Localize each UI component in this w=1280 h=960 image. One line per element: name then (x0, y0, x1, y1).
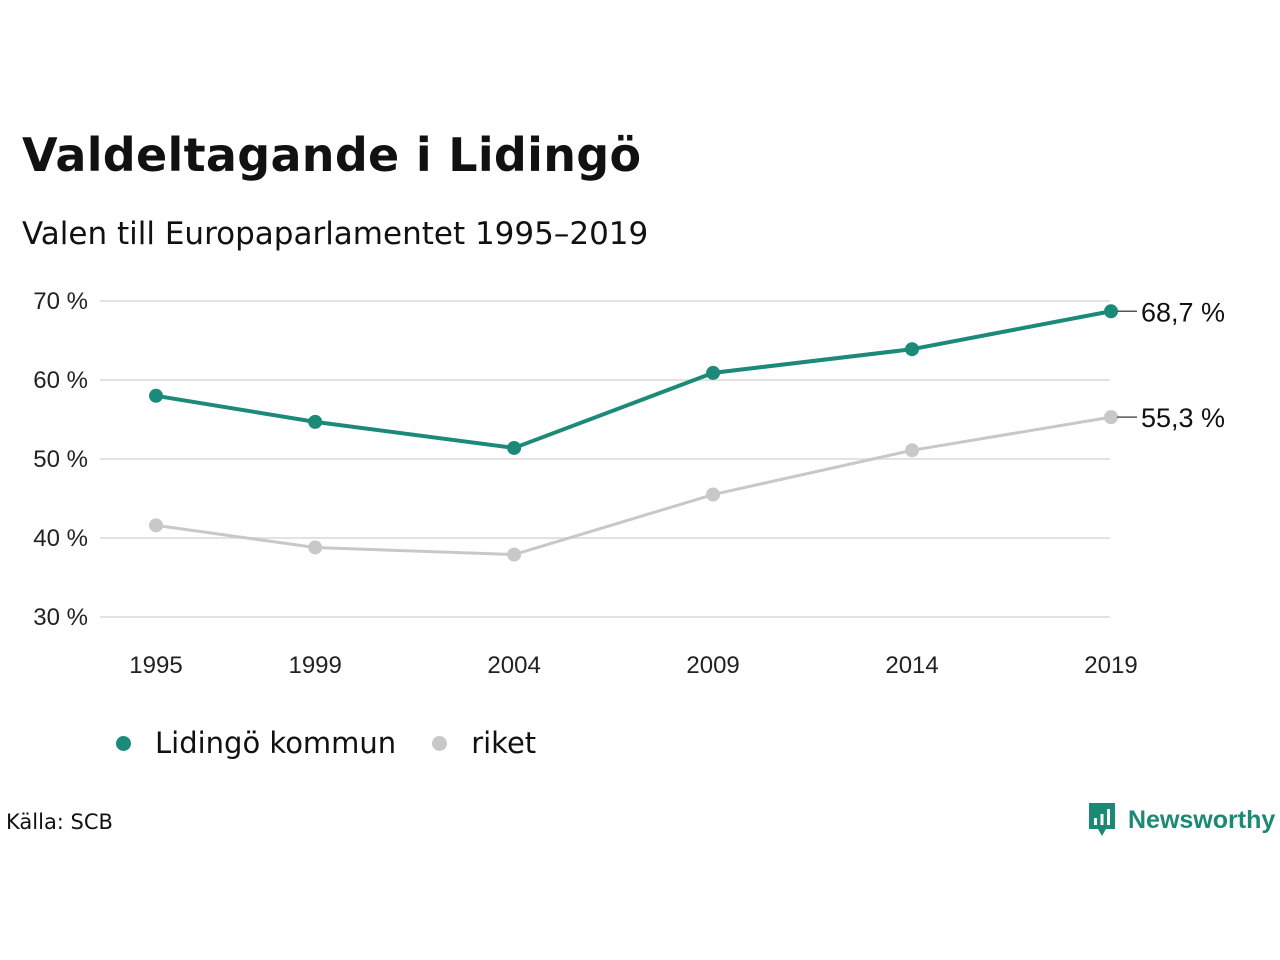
series-line-lidingo (154, 309, 1113, 450)
y-tick-label: 50 % (33, 446, 88, 473)
x-tick-label: 1995 (129, 652, 182, 679)
y-tick-label: 70 % (33, 288, 88, 315)
series-line-riket (154, 415, 1113, 557)
legend-marker-icon (116, 735, 131, 751)
data-point-lidingo[interactable] (905, 342, 920, 357)
data-point-riket[interactable] (149, 518, 163, 533)
legend-item-lidingo[interactable]: Lidingö kommun (116, 726, 396, 760)
brand-logo: Newsworthy (1088, 802, 1275, 838)
legend-label: riket (471, 726, 537, 760)
x-tick-label: 2019 (1084, 652, 1137, 679)
y-tick-label: 30 % (33, 604, 88, 631)
data-point-lidingo[interactable] (149, 388, 163, 403)
x-tick-label: 2014 (885, 652, 938, 679)
data-point-lidingo[interactable] (1104, 304, 1118, 319)
end-label: 68,7 % (1141, 297, 1225, 327)
line-chart: 30 % 40 % 50 % 60 % 70 % 1995 1999 2004 2009 201… (33, 288, 1225, 679)
brand-name: Newsworthy (1128, 805, 1276, 834)
x-tick-label: 2009 (686, 652, 739, 679)
chart-title: Valdeltagande i Lidingö (22, 128, 642, 182)
data-point-riket[interactable] (507, 547, 522, 562)
data-point-riket[interactable] (706, 487, 721, 502)
data-point-riket[interactable] (905, 443, 920, 458)
data-point-lidingo[interactable] (507, 440, 522, 455)
y-tick-label: 40 % (33, 525, 88, 552)
data-point-lidingo[interactable] (308, 414, 323, 429)
x-tick-label: 2004 (487, 652, 540, 679)
y-tick-label: 60 % (33, 367, 88, 394)
data-point-lidingo[interactable] (706, 365, 721, 380)
newsworthy-logo-icon (1089, 803, 1115, 836)
x-tick-label: 1999 (288, 652, 341, 679)
data-point-riket[interactable] (1104, 410, 1118, 425)
legend-item-riket[interactable]: riket (432, 726, 536, 760)
chart-subtitle: Valen till Europaparlamentet 1995–2019 (22, 216, 649, 252)
legend-label: Lidingö kommun (155, 726, 397, 760)
legend: Lidingö kommun riket (116, 726, 572, 760)
source-note: Källa: SCB (6, 810, 113, 834)
data-point-riket[interactable] (308, 540, 323, 555)
end-label: 55,3 % (1141, 403, 1225, 433)
legend-marker-icon (432, 735, 448, 751)
